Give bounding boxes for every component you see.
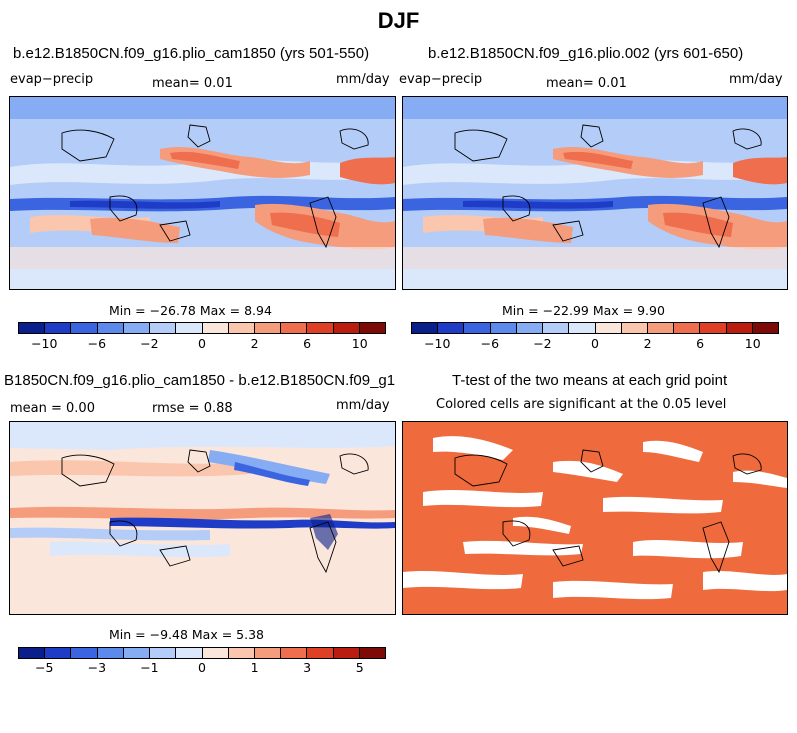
colorbar-swatch xyxy=(281,648,308,658)
colorbar-tick-label: −1 xyxy=(140,660,159,675)
colorbar-swatch xyxy=(45,648,72,658)
panel1-title: b.e12.B1850CN.f09_g16.plio_cam1850 (yrs … xyxy=(13,45,370,62)
colorbar-tick-label: 3 xyxy=(303,660,312,675)
colorbar-swatch xyxy=(726,323,753,333)
panel3-rmse-label: rmse = 0.88 xyxy=(152,401,233,416)
panel2-map xyxy=(402,96,788,290)
colorbar-swatch xyxy=(307,648,334,658)
colorbar-swatch xyxy=(333,648,360,658)
colorbar-tick-label: 2 xyxy=(643,336,652,351)
figure-title: DJF xyxy=(377,8,420,33)
colorbar-swatch xyxy=(71,323,98,333)
panel1-units-label: mm/day xyxy=(336,72,390,87)
colorbar-tick-label: 10 xyxy=(744,336,761,351)
colorbar-swatch xyxy=(97,648,124,658)
panel1-stats: Min = −26.78 Max = 8.94 xyxy=(109,303,272,318)
colorbar-swatch xyxy=(202,648,229,658)
panel2-colorbar xyxy=(411,322,779,334)
colorbar-swatch xyxy=(595,323,622,333)
colorbar-swatch xyxy=(254,648,282,658)
colorbar-swatch xyxy=(752,323,779,333)
colorbar-swatch xyxy=(647,323,675,333)
colorbar-tick-label: 0 xyxy=(198,336,206,351)
panel3-map-svg xyxy=(10,422,395,614)
colorbar-tick-label: 6 xyxy=(696,336,705,351)
colorbar-tick-label: 6 xyxy=(303,336,312,351)
colorbar-swatch xyxy=(490,323,517,333)
panel3-colorbar xyxy=(18,647,386,659)
colorbar-swatch xyxy=(307,323,334,333)
panel2-stats: Min = −22.99 Max = 9.90 xyxy=(502,303,665,318)
colorbar-swatch xyxy=(228,648,255,658)
panel3-mean-label: mean = 0.00 xyxy=(10,401,95,416)
panel2-map-svg xyxy=(403,97,787,289)
panel1-mean-label: mean= 0.01 xyxy=(152,76,233,91)
panel1-map-svg xyxy=(10,97,395,289)
panel3-units-label: mm/day xyxy=(336,398,390,413)
panel4-subtitle: Colored cells are significant at the 0.0… xyxy=(436,397,727,412)
colorbar-swatch xyxy=(123,648,151,658)
colorbar-swatch xyxy=(71,648,98,658)
colorbar-swatch xyxy=(202,323,229,333)
colorbar-tick-label: −10 xyxy=(31,336,58,351)
panel2-title: b.e12.B1850CN.f09_g16.plio.002 (yrs 601-… xyxy=(428,45,744,62)
panel1-variable-label: evap−precip xyxy=(10,72,94,87)
colorbar-tick-label: 0 xyxy=(198,660,206,675)
colorbar-swatch xyxy=(176,648,203,658)
colorbar-swatch xyxy=(438,323,465,333)
panel2-colorbar-ticks: −10 −6 −2 0 2 6 10 xyxy=(411,336,779,352)
panel1-map xyxy=(9,96,396,290)
panel4-map xyxy=(402,421,788,615)
panel2-variable-label: evap−precip xyxy=(399,72,483,87)
colorbar-tick-label: 5 xyxy=(355,660,364,675)
panel3-map xyxy=(9,421,396,615)
colorbar-swatch xyxy=(674,323,701,333)
colorbar-swatch xyxy=(45,323,72,333)
colorbar-swatch xyxy=(150,323,177,333)
colorbar-swatch xyxy=(359,323,386,333)
colorbar-tick-label: −3 xyxy=(87,660,107,675)
colorbar-tick-label: −6 xyxy=(480,336,500,351)
panel3-stats: Min = −9.48 Max = 5.38 xyxy=(109,627,264,642)
colorbar-swatch xyxy=(19,323,46,333)
colorbar-swatch xyxy=(621,323,648,333)
panel2-mean-label: mean= 0.01 xyxy=(546,76,627,91)
colorbar-tick-label: −2 xyxy=(140,336,159,351)
colorbar-swatch xyxy=(254,323,282,333)
colorbar-swatch xyxy=(516,323,544,333)
panel3-colorbar-ticks: −5 −3 −1 0 1 3 5 xyxy=(18,660,386,676)
colorbar-swatch xyxy=(123,323,151,333)
colorbar-tick-label: −5 xyxy=(35,660,54,675)
colorbar-tick-label: 10 xyxy=(351,336,368,351)
colorbar-swatch xyxy=(412,323,439,333)
colorbar-swatch xyxy=(464,323,491,333)
colorbar-tick-label: 1 xyxy=(250,660,259,675)
colorbar-tick-label: 2 xyxy=(250,336,259,351)
colorbar-swatch xyxy=(569,323,596,333)
colorbar-swatch xyxy=(176,323,203,333)
panel4-map-svg xyxy=(403,422,787,614)
panel3-title: B1850CN.f09_g16.plio_cam1850 - b.e12.B18… xyxy=(4,372,396,389)
panel4-title: T-test of the two means at each grid poi… xyxy=(452,372,728,389)
colorbar-tick-label: −2 xyxy=(533,336,552,351)
colorbar-swatch xyxy=(359,648,386,658)
colorbar-swatch xyxy=(228,323,255,333)
colorbar-swatch xyxy=(150,648,177,658)
panel1-colorbar-ticks: −10 −6 −2 0 2 6 10 xyxy=(18,336,386,352)
colorbar-tick-label: −6 xyxy=(87,336,107,351)
colorbar-tick-label: −10 xyxy=(424,336,451,351)
colorbar-tick-label: 0 xyxy=(591,336,599,351)
colorbar-swatch xyxy=(97,323,124,333)
colorbar-swatch xyxy=(19,648,46,658)
colorbar-swatch xyxy=(700,323,727,333)
panel1-colorbar xyxy=(18,322,386,334)
colorbar-swatch xyxy=(281,323,308,333)
colorbar-swatch xyxy=(543,323,570,333)
colorbar-swatch xyxy=(333,323,360,333)
panel2-units-label: mm/day xyxy=(729,72,783,87)
